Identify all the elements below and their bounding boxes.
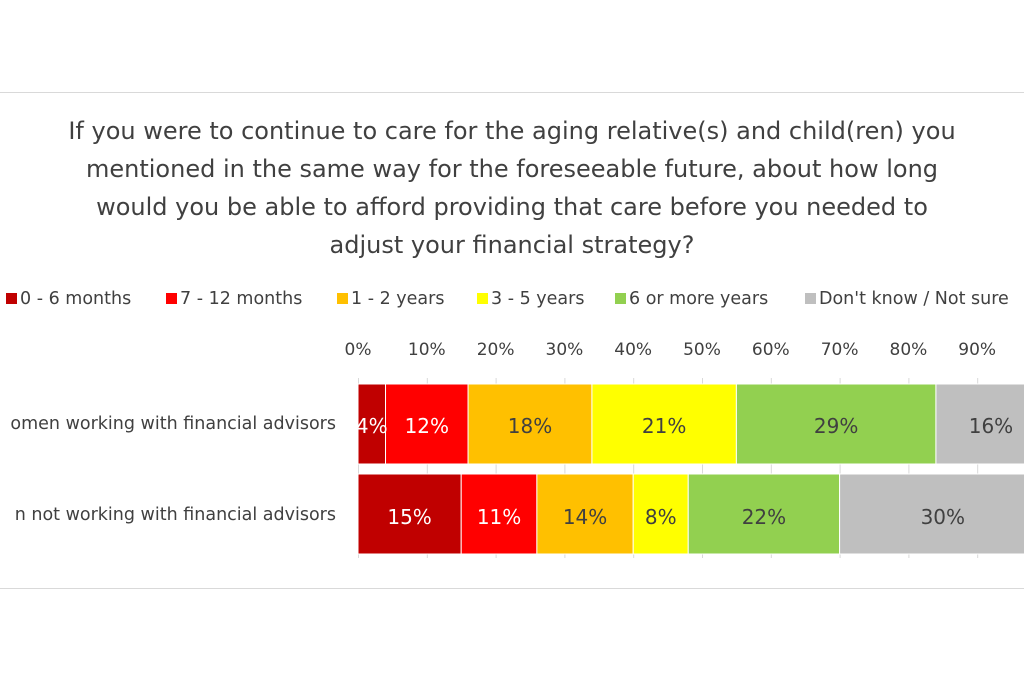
bar-segments	[357, 383, 1024, 555]
bar-segment	[839, 473, 1024, 555]
x-tick-label: 70%	[821, 340, 859, 360]
data-label: 8%	[645, 505, 677, 529]
x-tick-label: 0%	[345, 340, 372, 360]
bar-segment	[687, 473, 841, 555]
chart-title-line-1: If you were to continue to care for the …	[68, 117, 956, 145]
data-label: 4%	[356, 414, 388, 438]
legend-swatch	[6, 293, 17, 304]
legend-label: 3 - 5 years	[491, 289, 585, 309]
bottom-border-line	[0, 588, 1024, 589]
legend-label: 7 - 12 months	[180, 289, 303, 309]
legend-swatch	[615, 293, 626, 304]
legend-swatch	[477, 293, 488, 304]
x-tick-label: 10%	[408, 340, 446, 360]
data-label: 14%	[563, 505, 607, 529]
data-label: 12%	[405, 414, 449, 438]
data-label: 29%	[814, 414, 858, 438]
bar-segment	[735, 383, 937, 465]
data-label: 18%	[508, 414, 552, 438]
chart-title-line-4: adjust your financial strategy?	[329, 231, 695, 259]
category-label: omen working with financial advisors	[10, 414, 336, 434]
x-tick-label: 90%	[958, 340, 996, 360]
chart-title-line-3: would you be able to afford providing th…	[96, 193, 928, 221]
legend-label: Don't know / Not sure	[819, 289, 1009, 309]
data-label: 16%	[969, 414, 1013, 438]
x-tick-label: 50%	[683, 340, 721, 360]
data-label: 15%	[387, 505, 431, 529]
bar-segment	[591, 383, 737, 465]
legend-label: 0 - 6 months	[20, 289, 132, 309]
bar-segment	[385, 383, 469, 465]
bar-segment	[357, 473, 462, 555]
chart-title-line-2: mentioned in the same way for the forese…	[85, 155, 939, 183]
legend-swatch	[337, 293, 348, 304]
x-tick-label: 80%	[890, 340, 928, 360]
data-label: 22%	[742, 505, 786, 529]
x-axis-tick-labels: 0% 10% 20% 30% 40% 50% 60% 70% 80% 90%	[345, 340, 997, 360]
data-label: 21%	[642, 414, 686, 438]
data-labels: 4% 12% 18% 21% 29% 16% 15% 11% 14% 8% 22% 30%	[356, 414, 1013, 529]
chart-title: If you were to continue to care for the …	[40, 112, 984, 264]
y-axis-category-labels: omen working with financial advisors n no…	[10, 414, 336, 525]
x-tick-label: 30%	[546, 340, 584, 360]
x-tick-label: 40%	[614, 340, 652, 360]
bar-segment	[536, 473, 634, 555]
bar-segment	[935, 383, 1024, 465]
data-label: 30%	[921, 505, 965, 529]
x-tick-label: 60%	[752, 340, 790, 360]
legend-swatch	[805, 293, 816, 304]
category-label: n not working with financial advisors	[15, 505, 336, 525]
top-border-line	[0, 92, 1024, 93]
bar-segment	[357, 383, 387, 465]
legend-swatch	[166, 293, 177, 304]
x-tick-label: 20%	[477, 340, 515, 360]
legend-label: 1 - 2 years	[351, 289, 445, 309]
legend-label: 6 or more years	[629, 289, 769, 309]
data-label: 11%	[477, 505, 521, 529]
